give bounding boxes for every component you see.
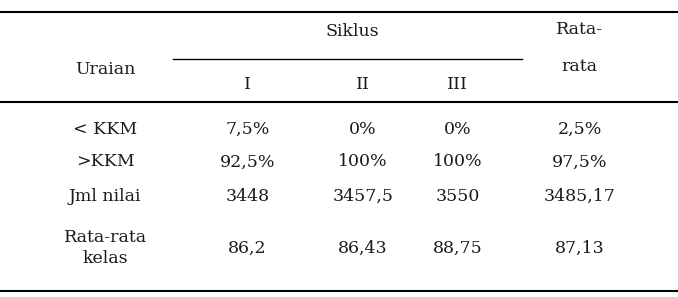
Text: 2,5%: 2,5% [557, 121, 602, 138]
Text: 100%: 100% [338, 153, 388, 170]
Text: 86,2: 86,2 [228, 239, 266, 257]
Text: 3448: 3448 [225, 187, 270, 205]
Text: Rata-rata
kelas: Rata-rata kelas [64, 229, 146, 267]
Text: 3550: 3550 [435, 187, 480, 205]
Text: 0%: 0% [444, 121, 471, 138]
Text: rata: rata [561, 58, 598, 75]
Text: 97,5%: 97,5% [552, 153, 607, 170]
Text: 0%: 0% [349, 121, 376, 138]
Text: 3457,5: 3457,5 [332, 187, 393, 205]
Text: Uraian: Uraian [75, 61, 136, 78]
Text: 88,75: 88,75 [433, 239, 483, 257]
Text: III: III [447, 76, 468, 93]
Text: < KKM: < KKM [73, 121, 137, 138]
Text: 3485,17: 3485,17 [544, 187, 616, 205]
Text: 100%: 100% [433, 153, 483, 170]
Text: >KKM: >KKM [76, 153, 134, 170]
Text: Jml nilai: Jml nilai [69, 187, 141, 205]
Text: II: II [356, 76, 370, 93]
Text: Siklus: Siklus [325, 23, 380, 40]
Text: 92,5%: 92,5% [220, 153, 275, 170]
Text: 7,5%: 7,5% [225, 121, 270, 138]
Text: I: I [244, 76, 251, 93]
Text: 87,13: 87,13 [555, 239, 605, 257]
Text: 86,43: 86,43 [338, 239, 388, 257]
Text: Rata-: Rata- [556, 21, 603, 38]
